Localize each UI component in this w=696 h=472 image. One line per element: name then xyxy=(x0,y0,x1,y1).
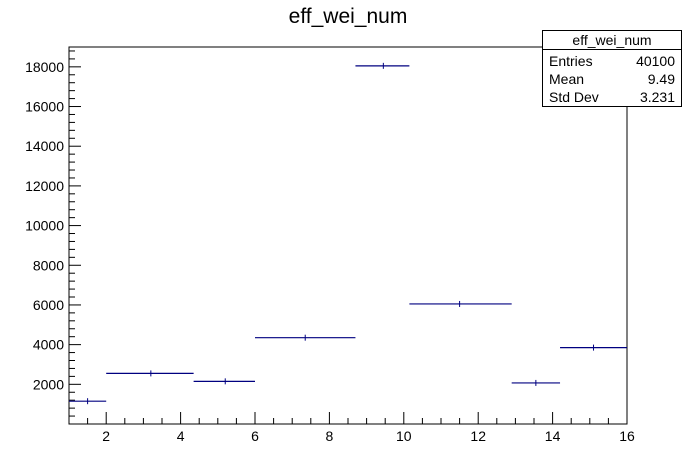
y-tick-label: 6000 xyxy=(33,297,64,313)
y-tick-label: 14000 xyxy=(25,138,64,154)
y-tick-label: 10000 xyxy=(25,218,64,234)
y-tick-label: 4000 xyxy=(33,337,64,353)
chart-title: eff_wei_num xyxy=(288,5,408,28)
stats-entries-value: 40100 xyxy=(636,53,675,69)
stats-mean-value: 9.49 xyxy=(647,71,675,87)
x-tick-label: 10 xyxy=(396,428,412,444)
y-tick-label: 18000 xyxy=(25,59,64,75)
y-tick-label: 2000 xyxy=(33,376,64,392)
stats-box: eff_wei_num Entries 40100 Mean 9.49 Std … xyxy=(542,30,682,107)
y-tick-label: 16000 xyxy=(25,99,64,115)
stats-stddev-label: Std Dev xyxy=(549,89,599,105)
stats-title: eff_wei_num xyxy=(543,31,681,50)
x-tick-label: 4 xyxy=(177,428,185,444)
stats-entries-label: Entries xyxy=(549,53,593,69)
stats-stddev-value: 3.231 xyxy=(639,89,675,105)
y-tick-label: 8000 xyxy=(33,257,64,273)
stats-mean-label: Mean xyxy=(549,71,585,87)
x-tick-label: 14 xyxy=(545,428,561,444)
y-tick-label: 12000 xyxy=(25,178,64,194)
x-tick-label: 16 xyxy=(619,428,635,444)
x-tick-label: 8 xyxy=(326,428,334,444)
stats-row-mean: Mean 9.49 xyxy=(549,70,675,88)
stats-row-stddev: Std Dev 3.231 xyxy=(549,88,675,106)
x-tick-label: 6 xyxy=(251,428,259,444)
x-tick-label: 12 xyxy=(470,428,486,444)
x-tick-label: 2 xyxy=(102,428,110,444)
stats-row-entries: Entries 40100 xyxy=(549,52,675,70)
